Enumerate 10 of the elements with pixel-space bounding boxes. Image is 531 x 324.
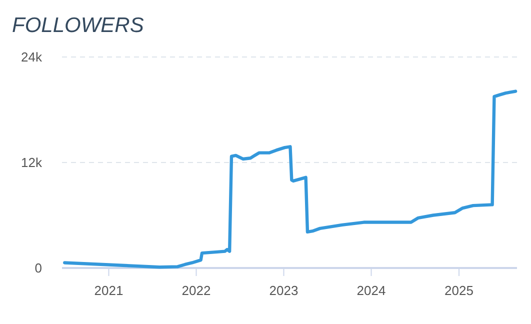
- y-tick-label: 24k: [21, 50, 42, 65]
- x-tick-label: 2024: [356, 283, 386, 298]
- y-tick-label: 12k: [21, 155, 42, 170]
- y-tick-label: 0: [34, 260, 42, 276]
- x-tick-label: 2025: [444, 283, 474, 298]
- x-tick-label: 2023: [269, 283, 298, 298]
- x-tick-label: 2022: [182, 283, 211, 298]
- chart-title: FOLLOWERS: [12, 14, 144, 37]
- line-series: [63, 90, 518, 269]
- x-tick-label: 2021: [94, 283, 124, 298]
